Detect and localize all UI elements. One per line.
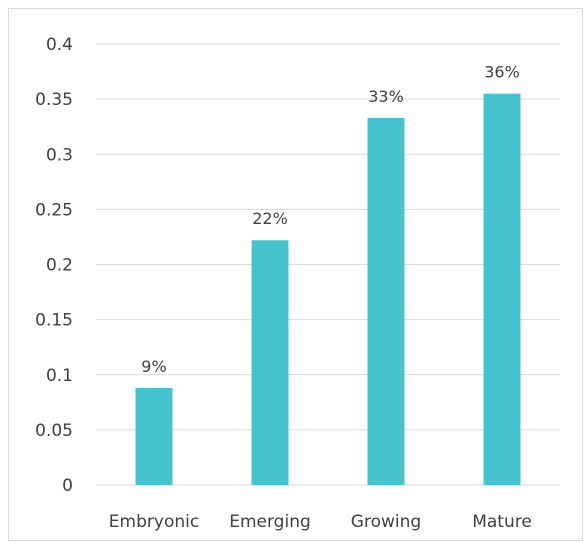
x-tick-label: Embryonic <box>109 512 199 532</box>
y-tick-label: 0.2 <box>46 256 73 276</box>
bar-emerging <box>251 240 289 485</box>
data-labels: 9% 22% 33% 36% <box>141 63 519 376</box>
bar-mature <box>483 93 521 486</box>
data-label: 33% <box>368 87 404 106</box>
y-tick-label: 0 <box>62 476 73 496</box>
y-tick-label: 0.4 <box>46 35 73 55</box>
data-label: 9% <box>141 357 166 376</box>
y-tick-label: 0.15 <box>35 311 73 331</box>
y-tick-label: 0.05 <box>35 421 73 441</box>
x-tick-label: Mature <box>472 512 532 532</box>
data-label: 22% <box>252 209 288 228</box>
bar-embryonic <box>135 387 173 485</box>
y-tick-label: 0.1 <box>46 366 73 386</box>
x-tick-label: Growing <box>351 512 421 532</box>
x-axis-ticks: Embryonic Emerging Growing Mature <box>109 512 532 532</box>
y-tick-label: 0.3 <box>46 145 73 165</box>
bar-growing <box>367 117 405 486</box>
y-tick-label: 0.35 <box>35 90 73 110</box>
bars <box>135 93 521 486</box>
data-label: 36% <box>484 63 520 82</box>
y-tick-label: 0.25 <box>35 200 73 220</box>
gridlines <box>96 43 560 486</box>
y-axis-ticks: 0 0.05 0.1 0.15 0.2 0.25 0.3 0.35 0.4 <box>35 35 73 496</box>
x-tick-label: Emerging <box>229 512 311 532</box>
